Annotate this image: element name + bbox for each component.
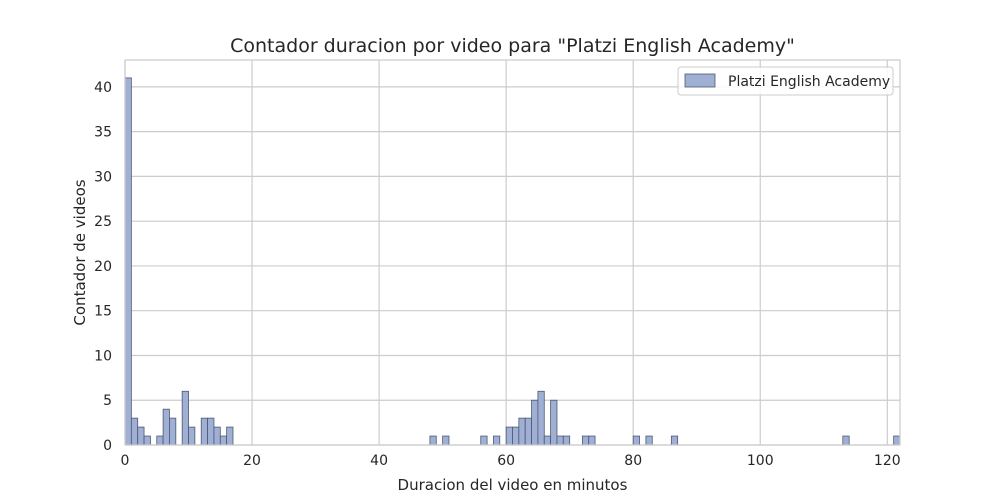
x-axis-label: Duracion del video en minutos [398,476,628,494]
x-tick-label: 100 [747,453,774,469]
histogram-bar [543,435,552,446]
histogram-bar [124,77,132,446]
histogram-bar [226,426,234,446]
histogram-bar [200,417,208,446]
y-tick-label: 0 [103,438,112,454]
histogram-bar [169,417,177,446]
histogram-bar [581,435,590,446]
histogram-bar [518,417,526,446]
histogram-bar [213,426,221,446]
plot-frame [124,59,901,446]
legend-box [677,66,894,96]
y-tick-label: 10 [94,348,112,364]
chart-title: Contador duracion por video para "Platzi… [230,35,795,57]
histogram-bar [480,435,488,446]
histogram-bar [531,399,539,446]
y-tick-label: 30 [94,169,112,185]
histogram-bar [219,435,228,446]
histogram-bar [493,435,501,446]
histogram-bar [588,435,596,446]
y-axis-label: Contador de videos [71,179,89,325]
histogram-bar [130,417,139,446]
x-tick-label: 20 [243,453,261,469]
histogram-bar [550,399,558,446]
histogram-bar [181,390,189,446]
histogram-bar [505,426,513,446]
histogram-bar [156,435,164,446]
histogram-bar [442,435,450,446]
histogram-bar [537,390,545,446]
histogram-bar [137,426,145,446]
histogram-bar [207,417,215,446]
histogram-bar [562,435,571,446]
histogram-bar [512,426,520,446]
histogram-bar [893,435,901,446]
x-tick-label: 120 [874,453,901,469]
histogram-bar [143,435,151,446]
x-tick-label: 60 [497,453,515,469]
x-tick-label: 0 [121,453,130,469]
y-tick-label: 35 [94,125,112,141]
histogram-bar [188,426,196,446]
x-tick-label: 80 [624,453,642,469]
histogram-bars [124,77,901,446]
tick-labels: 0 20 40 60 80 100 120 0 5 10 15 20 25 30 35 40 [94,80,900,469]
histogram-bar [670,435,679,446]
histogram-bar [842,435,850,446]
histogram-bar [162,408,170,446]
histogram-bar [556,435,564,446]
y-tick-label: 40 [94,80,112,96]
legend-swatch [684,73,716,88]
histogram-bar [632,435,640,446]
y-tick-label: 15 [94,304,112,320]
histogram-bar [524,417,532,446]
y-tick-label: 20 [94,259,112,275]
x-tick-label: 40 [370,453,388,469]
legend-label: Platzi English Academy [728,74,890,90]
legend: Platzi English Academy [677,66,894,96]
histogram-bar [645,435,653,446]
grid-lines [124,60,900,446]
histogram-bar [429,435,437,446]
y-tick-label: 25 [94,214,112,230]
y-tick-label: 5 [103,393,112,409]
